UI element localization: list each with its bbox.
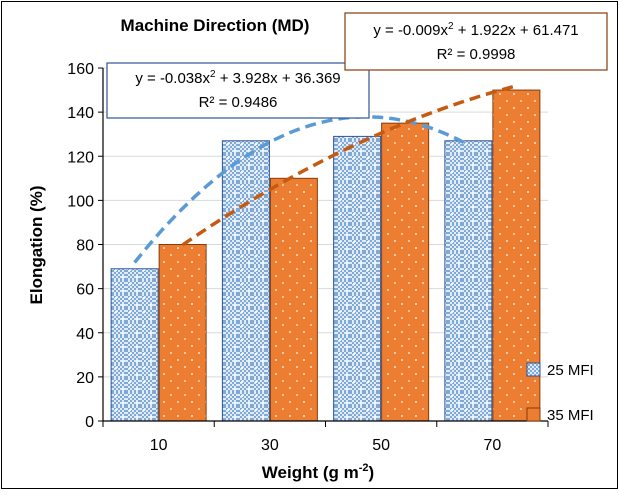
y-tick-label: 20: [76, 370, 94, 387]
y-tick-label: 40: [76, 326, 94, 343]
bar-25mfi-50: [333, 135, 382, 422]
bars: [110, 89, 541, 422]
bar-25mfi-30: [221, 140, 270, 422]
legend: 25 MFI 35 MFI: [526, 362, 594, 424]
y-axis-label: Elongation (%): [27, 186, 46, 305]
equation-25mfi-b: + 3.928x + 36.369: [216, 70, 341, 87]
equation-35mfi-sup: 2: [448, 21, 454, 32]
equation-35mfi-b: + 1.922x + 61.471: [454, 22, 579, 39]
equation-box-35mfi-frame: [344, 12, 608, 71]
equation-box-25mfi-frame: [106, 62, 370, 119]
bar-25mfi-70: [444, 140, 493, 422]
r2-25mfi: R² = 0.9486: [199, 94, 278, 111]
legend-swatch-25mfi: [526, 362, 541, 377]
bar-35mfi-50: [381, 122, 430, 422]
x-tick-label: 70: [483, 437, 501, 454]
equation-35mfi: y = -0.009x2 + 1.922x + 61.471: [373, 21, 578, 39]
bar-35mfi-30: [269, 177, 318, 422]
legend-item-25mfi: 25 MFI: [526, 362, 594, 379]
equation-box-35mfi: y = -0.009x2 + 1.922x + 61.471 R² = 0.99…: [344, 12, 608, 71]
r2-35mfi: R² = 0.9998: [437, 46, 516, 63]
x-axis-label-tail: ): [369, 463, 375, 482]
x-tick-label: 50: [372, 437, 390, 454]
legend-label-35mfi: 35 MFI: [547, 407, 594, 424]
x-axis-label-superscript: -2: [359, 462, 369, 474]
legend-item-35mfi: 35 MFI: [526, 407, 594, 424]
legend-label-25mfi: 25 MFI: [547, 362, 594, 379]
legend-swatch-35mfi: [526, 407, 541, 422]
equation-25mfi-a: y = -0.038x: [135, 70, 210, 87]
chart-title: Machine Direction (MD): [121, 16, 310, 35]
bar-35mfi-10: [158, 244, 207, 422]
x-axis-label-main: Weight (g m: [262, 463, 359, 482]
y-tick-label: 160: [67, 61, 94, 78]
y-tick-label: 140: [67, 105, 94, 122]
y-tick-label: 80: [76, 238, 94, 255]
equation-25mfi: y = -0.038x2 + 3.928x + 36.369: [135, 69, 340, 87]
equation-25mfi-sup: 2: [210, 69, 216, 80]
trendline-25mfi: [133, 115, 470, 264]
axes: 0 20 40 60 80 100 120 140 160 10 30 50 70: [67, 61, 549, 454]
equation-35mfi-a: y = -0.009x: [373, 22, 448, 39]
x-axis-label: Weight (g m-2): [262, 462, 374, 482]
y-tick-label: 0: [85, 414, 94, 431]
y-tick-label: 120: [67, 149, 94, 166]
equation-box-25mfi: y = -0.038x2 + 3.928x + 36.369 R² = 0.94…: [106, 62, 370, 119]
x-tick-label: 30: [261, 437, 279, 454]
trendline-35mfi: [181, 84, 517, 247]
x-tick-label: 10: [150, 437, 168, 454]
y-tick-label: 60: [76, 282, 94, 299]
trendlines: [133, 84, 517, 264]
bar-25mfi-10: [110, 268, 159, 422]
y-tick-label: 100: [67, 193, 94, 210]
